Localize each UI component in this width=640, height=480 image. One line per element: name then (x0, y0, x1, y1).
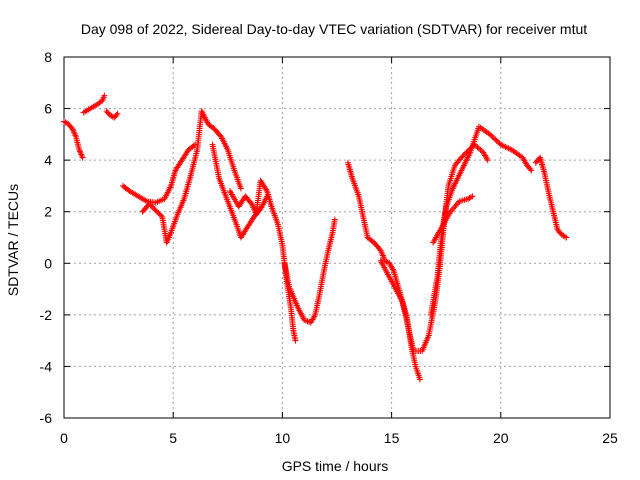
data-point-marker (155, 210, 162, 217)
data-point-marker (475, 145, 482, 152)
series-late-branch (430, 193, 476, 246)
data-point-marker (469, 193, 476, 200)
data-point-marker (142, 197, 149, 204)
y-tick-label: -2 (40, 307, 53, 323)
data-point-marker (79, 154, 86, 161)
data-point-marker (237, 185, 244, 192)
chart-title: Day 098 of 2022, Sidereal Day-to-day VTE… (81, 21, 587, 37)
data-point-marker (477, 146, 484, 153)
series-early-plateau (103, 108, 121, 121)
data-point-marker (489, 133, 496, 140)
data-point-marker (331, 216, 338, 223)
series-morning-rise (139, 108, 244, 246)
series-early-rise (80, 92, 108, 116)
axis-ticks: 0 5 10 15 20 25 -6 -4 -2 0 2 4 6 8 (40, 49, 618, 446)
data-point-marker (473, 142, 480, 149)
data-point-marker (474, 144, 481, 151)
y-tick-label: -6 (40, 410, 53, 426)
series-late-decline (532, 154, 570, 241)
data-point-marker (563, 234, 570, 241)
series-morning-dip (119, 141, 199, 206)
x-tick-label: 5 (169, 430, 177, 446)
data-point-marker (493, 137, 500, 144)
data-point-marker (467, 194, 474, 201)
y-tick-label: 6 (44, 101, 52, 117)
series-late-rise (427, 123, 535, 318)
data-point-marker (561, 233, 568, 240)
y-tick-label: 8 (44, 49, 52, 65)
data-point-marker (146, 200, 153, 207)
data-point-marker (150, 204, 157, 211)
data-point-marker (101, 92, 108, 99)
data-point-marker (148, 203, 155, 210)
data-point-marker (488, 132, 495, 139)
data-point-marker (114, 110, 121, 117)
data-point-marker (460, 151, 467, 158)
grid (64, 57, 610, 418)
y-tick-label: 0 (44, 255, 52, 271)
x-tick-label: 0 (60, 430, 68, 446)
data-point-marker (263, 186, 270, 193)
data-point-marker (486, 131, 493, 138)
series-afternoon-trough (281, 216, 338, 326)
data-point-marker (113, 112, 120, 119)
x-tick-label: 15 (384, 430, 400, 446)
data-point-marker (484, 157, 491, 164)
data-point-marker (495, 139, 502, 146)
plot-area-frame (63, 56, 611, 419)
data-point-marker (247, 199, 254, 206)
data-point-marker (416, 376, 423, 383)
y-tick-label: 2 (44, 204, 52, 220)
data-point-marker (528, 167, 535, 174)
data-point-marker (459, 153, 466, 160)
data-point-marker (152, 207, 159, 214)
x-tick-label: 25 (602, 430, 618, 446)
y-tick-label: 4 (44, 152, 52, 168)
data-point-marker (192, 141, 199, 148)
x-tick-label: 20 (493, 430, 509, 446)
series-evening-recovery (377, 141, 491, 354)
data-point-marker (492, 136, 499, 143)
series-early-decline (61, 118, 86, 161)
y-tick-label: -4 (40, 358, 53, 374)
data-point-marker (292, 337, 299, 344)
data-markers (61, 92, 570, 383)
data-point-marker (147, 202, 154, 209)
data-point-marker (151, 206, 158, 213)
y-axis-label: SDTVAR / TECUs (5, 184, 21, 296)
data-point-marker (376, 246, 383, 253)
data-point-marker (527, 166, 534, 173)
x-axis-label: GPS time / hours (282, 458, 389, 474)
data-point-marker (156, 211, 163, 218)
data-point-marker (490, 135, 497, 142)
data-point-marker (157, 212, 164, 219)
x-tick-label: 10 (275, 430, 291, 446)
series-midday-oscillation (226, 177, 299, 344)
data-point-marker (154, 208, 161, 215)
